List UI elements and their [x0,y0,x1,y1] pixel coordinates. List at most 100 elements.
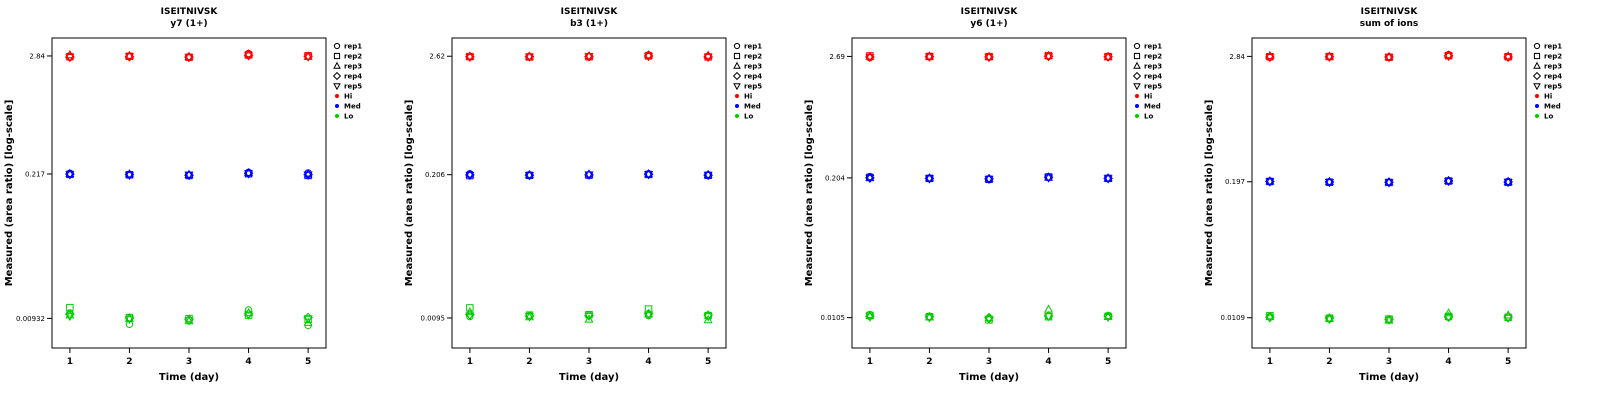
legend-level-dot [735,94,739,98]
point-triangle-down [984,53,994,63]
point-triangle-up [524,169,534,179]
legend-rep-label: rep5 [1544,83,1562,91]
point-triangle-up [703,169,713,178]
point-diamond [332,71,342,81]
point-triangle-up [465,306,475,316]
legend-level-dot [335,104,339,108]
y-axis-title: Measured (area ratio) [log-scale] [4,100,15,287]
legend-level-dot [735,114,739,118]
point-triangle-down [1103,53,1113,63]
point-circle [733,42,741,50]
point-square [644,52,653,60]
point-triangle-down [333,83,341,91]
point-triangle-up [984,51,994,61]
legend-rep-label: rep3 [1544,63,1562,71]
point-triangle-down [584,53,594,62]
point-triangle-down [184,54,194,63]
point-triangle-down [924,314,934,323]
point-triangle-up [924,173,934,182]
point-triangle-up [865,172,875,181]
legend-rep-label: rep4 [1144,73,1162,81]
legend-rep-label: rep2 [344,53,362,61]
point-triangle-down [1324,53,1334,62]
point-triangle-down [865,174,875,184]
point-triangle-down [244,170,254,179]
scatter-plot-y7: 1 2 3 4 5 Time (day) 2.84 0.217 0.00932 Measured … [4,37,362,383]
legend-level-dot [1135,114,1139,118]
point-triangle-down [1444,314,1454,323]
x-tick-label: 5 [1505,357,1511,367]
point-diamond [732,71,742,81]
point-diamond [1132,71,1142,81]
point-triangle-up [303,51,313,60]
point-triangle-down [1384,316,1394,325]
legend-level-label: Med [1144,103,1161,111]
x-tick-label: 5 [305,357,311,367]
point-triangle-up [1324,313,1334,322]
point-triangle-down [1444,52,1454,62]
scatter-plot-b3: 1 2 3 4 5 Time (day) 2.62 0.206 0.0095 Measured (… [404,37,762,383]
legend-rep-label: rep1 [1544,43,1562,51]
point-triangle-down [1265,54,1275,63]
y-tick-label: 2.62 [429,53,445,61]
legend-level-label: Lo [344,113,353,121]
legend-level-label: Lo [744,113,753,121]
y-axis-title: Measured (area ratio) [log-scale] [404,100,415,287]
point-triangle-up [703,314,713,324]
point-circle [1533,42,1541,50]
point-triangle-up [1103,51,1113,61]
point-triangle-up [1503,176,1513,185]
point-triangle-down [584,171,594,180]
legend-level-label: Hi [344,93,352,101]
point-triangle-down [1103,175,1113,184]
y-tick-label: 0.217 [25,170,45,178]
legend-level-label: Hi [744,93,752,101]
point-triangle-up [1444,175,1454,185]
legend-rep-label: rep2 [1544,53,1562,61]
point-triangle-up [184,169,194,178]
legend-rep-label: rep3 [1144,63,1162,71]
point-triangle-up [1324,176,1334,185]
point-triangle-down [1444,178,1454,187]
x-axis-title: Time (day) [559,372,619,383]
point-triangle-down [124,171,134,181]
point-triangle-up [303,169,313,178]
x-axis-title: Time (day) [159,372,219,383]
x-tick-label: 3 [586,357,592,367]
chart-panel-b3: ISEITNIVSK b3 (1+) 1 2 3 4 5 Time (day) 2.62 0.… [400,0,800,400]
legend-level-label: Lo [1544,113,1553,121]
x-tick-label: 1 [1267,357,1273,367]
legend-rep-label: rep4 [1544,73,1562,81]
legend-level-dot [335,94,339,98]
point-triangle-down [65,54,75,63]
legend-level-dot [1535,94,1539,98]
chart-panel-y7: ISEITNIVSK y7 (1+) 1 2 3 4 5 Time (day) 2.84 0.… [0,0,400,400]
point-triangle-up [584,169,594,178]
point-triangle-down [703,313,713,322]
legend-level-label: Hi [1544,93,1552,101]
y-tick-label: 2.84 [1229,53,1245,61]
chart-title: ISEITNIVSK [560,7,618,17]
y-axis-title: Measured (area ratio) [log-scale] [1204,100,1215,287]
point-triangle-down [1384,179,1394,188]
point-triangle-down [184,317,194,326]
point-triangle-down [124,315,134,325]
point-triangle-up [644,168,654,178]
y-tick-label: 0.0105 [821,314,846,322]
point-triangle-down [1503,54,1513,63]
point-triangle-down [644,171,654,180]
point-square [333,52,341,60]
point-circle [333,42,341,50]
point-triangle-up [1133,61,1141,69]
point-triangle-up [865,310,875,320]
point-square [1133,52,1141,60]
point-triangle-down [184,171,194,180]
y-axis-title: Measured (area ratio) [log-scale] [804,100,815,287]
point-triangle-up [244,167,254,177]
legend-level-label: Lo [1144,113,1153,121]
y-tick-label: 0.00932 [16,315,45,323]
x-tick-label: 4 [1045,357,1051,367]
point-triangle-up [584,51,594,60]
point-triangle-up [1384,176,1394,186]
legend-level-dot [1535,114,1539,118]
